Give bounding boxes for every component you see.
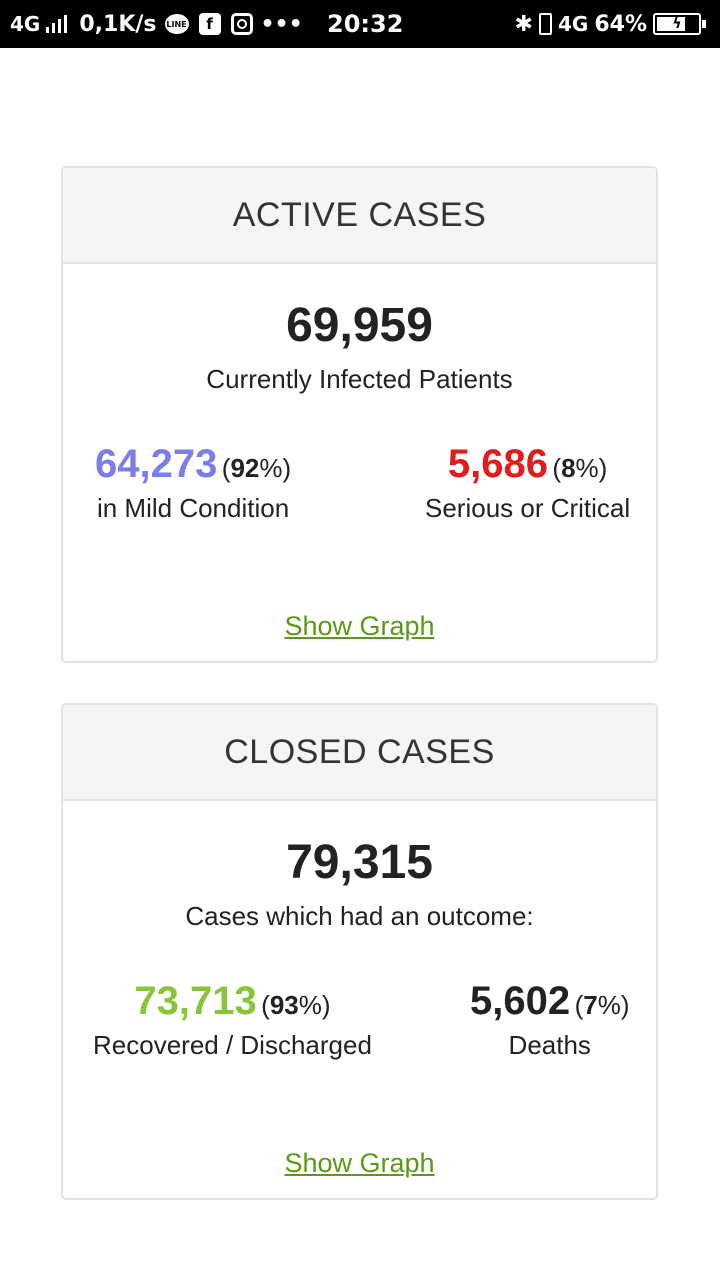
mild-percent: 92	[230, 453, 260, 483]
serious-value: 5,686	[447, 442, 548, 486]
more-notifications-icon: •••	[260, 11, 303, 37]
closed-cases-card: CLOSED CASES 79,315 Cases which had an o…	[61, 703, 658, 1200]
network-speed: 0,1K/s	[79, 11, 157, 37]
deaths-percent: 7	[583, 990, 598, 1020]
active-cases-card: ACTIVE CASES 69,959 Currently Infected P…	[61, 166, 658, 663]
mild-value: 64,273	[95, 442, 218, 486]
recovered-percent: 93	[269, 990, 299, 1020]
active-cases-title: ACTIVE CASES	[63, 168, 656, 264]
closed-cases-title: CLOSED CASES	[63, 705, 656, 801]
closed-cases-total-label: Cases which had an outcome:	[185, 901, 534, 931]
battery-icon: ϟ	[653, 13, 706, 35]
mild-condition-stat: 64,273 (92%) in Mild Condition	[95, 442, 292, 523]
deaths-stat: 5,602 (7%) Deaths	[470, 979, 630, 1060]
instagram-icon	[230, 13, 253, 35]
recovered-stat: 73,713 (93%) Recovered / Discharged	[93, 979, 372, 1060]
recovered-label: Recovered / Discharged	[93, 1030, 372, 1060]
status-bar: 4G 0,1K/s LINE f ••• 20:32 ✱ 4G 64% ϟ	[0, 0, 720, 48]
deaths-value: 5,602	[470, 979, 571, 1023]
serious-label: Serious or Critical	[425, 493, 631, 523]
active-cases-total: 69,959	[286, 299, 433, 352]
mild-label: in Mild Condition	[96, 493, 290, 523]
phone-signal-icon	[538, 13, 552, 35]
deaths-label: Deaths	[508, 1030, 591, 1060]
line-app-icon: LINE	[164, 14, 189, 34]
active-show-graph-link[interactable]: Show Graph	[284, 611, 435, 641]
serious-percent: 8	[561, 453, 576, 483]
bluetooth-icon: ✱	[514, 11, 533, 37]
closed-cases-total: 79,315	[286, 836, 433, 889]
closed-show-graph-link[interactable]: Show Graph	[284, 1148, 435, 1178]
network-type-right: 4G	[557, 12, 589, 36]
status-time: 20:32	[327, 10, 404, 38]
status-left: 4G 0,1K/s LINE f •••	[10, 0, 303, 48]
battery-percent: 64%	[594, 11, 647, 37]
status-right: ✱ 4G 64% ϟ	[515, 0, 706, 48]
network-type: 4G	[10, 12, 41, 36]
signal-icon	[46, 15, 68, 33]
facebook-icon: f	[198, 13, 221, 35]
active-cases-total-label: Currently Infected Patients	[206, 364, 513, 394]
serious-condition-stat: 5,686 (8%) Serious or Critical	[425, 442, 631, 523]
recovered-value: 73,713	[134, 979, 257, 1023]
